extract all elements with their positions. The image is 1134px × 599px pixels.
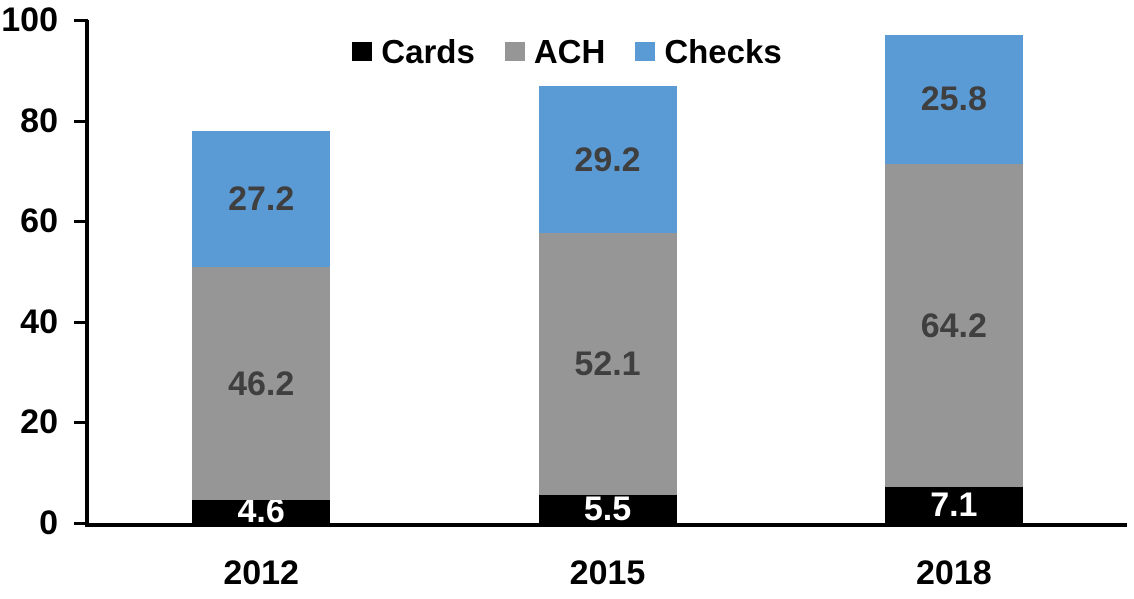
bar-segment-checks-2012 <box>192 130 331 268</box>
bar-segment-checks-2015 <box>538 86 677 234</box>
legend-swatch-icon <box>352 41 373 61</box>
y-axis-tick-mark <box>74 421 88 425</box>
y-axis-tick-mark <box>74 220 88 224</box>
x-axis-category-label: 2015 <box>569 554 646 592</box>
data-label-cards-2015: 5.5 <box>583 490 632 529</box>
legend-label: Checks <box>664 32 782 70</box>
y-axis-tick-label: 60 <box>20 202 58 241</box>
data-label-checks-2012: 27.2 <box>228 180 295 219</box>
bar-segment-ach-2015 <box>538 233 677 496</box>
data-label-ach-2018: 64.2 <box>920 306 987 345</box>
data-label-cards-2012: 4.6 <box>237 492 285 531</box>
y-axis-tick-mark <box>74 19 88 22</box>
legend-item-checks: Checks <box>635 32 782 70</box>
legend-label: ACH <box>533 32 606 70</box>
y-axis-tick-label: 80 <box>20 101 58 140</box>
x-axis-category-label: 2018 <box>916 554 992 592</box>
bar-segment-ach-2018 <box>884 164 1023 488</box>
y-axis-tick-mark <box>74 320 88 324</box>
y-axis-tick-label: 20 <box>20 403 58 442</box>
bar-segment-checks-2018 <box>884 34 1023 165</box>
y-axis-tick-label: 40 <box>20 302 58 341</box>
bar-segment-ach-2012 <box>192 267 331 500</box>
data-label-checks-2018: 25.8 <box>920 80 987 119</box>
legend-swatch-icon <box>635 41 656 61</box>
data-label-ach-2015: 52.1 <box>574 345 641 384</box>
legend-swatch-icon <box>504 41 525 61</box>
y-axis-tick-label: 0 <box>39 504 58 542</box>
y-axis-tick-mark <box>74 119 88 123</box>
x-axis-category-label: 2012 <box>223 554 299 592</box>
legend-label: Cards <box>381 32 475 70</box>
bar-segment-cards-2018 <box>884 487 1023 523</box>
y-axis-tick-mark <box>74 522 88 525</box>
legend-item-ach: ACH <box>504 32 606 70</box>
legend-item-cards: Cards <box>352 35 475 68</box>
x-axis-line <box>85 523 1127 527</box>
legend: Cards ACH Checks <box>0 30 1134 72</box>
data-label-cards-2018: 7.1 <box>930 486 978 525</box>
y-axis-line <box>85 20 89 527</box>
bar-segment-cards-2015 <box>538 495 677 523</box>
y-axis-tick-label: 100 <box>1 1 58 39</box>
bar-segment-cards-2012 <box>192 499 331 523</box>
data-label-checks-2015: 29.2 <box>574 140 641 179</box>
data-label-ach-2012: 46.2 <box>228 364 295 403</box>
